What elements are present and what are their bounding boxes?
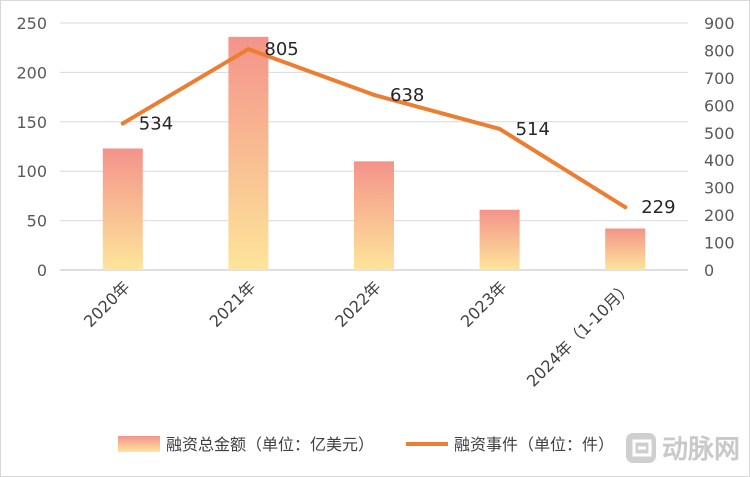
bar-series (102, 36, 646, 270)
x-axis: 2020年 2021年 2022年 2023年 2024年（1-10月） (80, 277, 636, 390)
y-left-tick-label: 200 (16, 63, 47, 82)
bar (228, 36, 269, 270)
watermark-text: 动脉网 (662, 435, 740, 465)
line-point (246, 47, 251, 52)
line-data-label: 229 (641, 197, 675, 218)
legend-bar-swatch (118, 436, 160, 452)
x-tick-label: 2024年（1-10月） (523, 277, 636, 390)
y-right-tick-label: 100 (704, 234, 735, 253)
y-right-tick-label: 300 (704, 179, 735, 198)
y-left-tick-label: 150 (16, 113, 47, 132)
line-point (372, 92, 376, 97)
line-point (120, 121, 125, 126)
y-left-tick-label: 100 (16, 162, 47, 181)
y-axis-right: 0 100 200 300 400 500 600 700 800 900 (704, 14, 735, 280)
y-left-tick-label: 0 (37, 261, 47, 280)
line-data-label: 638 (390, 85, 424, 106)
x-tick-label: 2021年 (206, 277, 260, 331)
y-left-tick-label: 250 (16, 14, 47, 33)
bar (354, 161, 394, 270)
line-point (623, 205, 628, 210)
y-right-tick-label: 900 (704, 14, 735, 33)
watermark: 动脉网 (626, 433, 740, 465)
y-right-tick-label: 600 (704, 96, 735, 115)
x-tick-label: 2023年 (457, 277, 511, 331)
line-point (497, 126, 502, 131)
x-tick-label: 2020年 (80, 277, 134, 331)
x-tick-label: 2022年 (331, 277, 385, 331)
data-labels: 534 805 638 514 229 (139, 39, 676, 218)
legend-bar-label: 融资总金额（单位：亿美元） (166, 435, 374, 454)
y-right-tick-label: 500 (704, 124, 735, 143)
line-data-label: 514 (516, 119, 550, 140)
y-axis-left: 0 50 100 150 200 250 (16, 14, 47, 280)
bar (479, 209, 520, 270)
line-series (120, 47, 628, 210)
line-data-label: 534 (139, 113, 173, 134)
y-left-tick-label: 50 (27, 212, 47, 231)
y-right-tick-label: 200 (704, 206, 735, 225)
gridlines (60, 22, 688, 271)
y-right-tick-label: 400 (704, 151, 735, 170)
y-right-tick-label: 800 (704, 41, 735, 60)
y-right-tick-label: 700 (704, 69, 735, 88)
y-right-tick-label: 0 (704, 261, 714, 280)
legend: 融资总金额（单位：亿美元） 融资事件（单位：件） (118, 435, 614, 454)
bar (605, 228, 646, 270)
legend-line-label: 融资事件（单位：件） (454, 435, 614, 454)
line-data-label: 805 (264, 39, 298, 60)
bar (102, 148, 143, 270)
dongmai-logo-icon (626, 433, 656, 463)
